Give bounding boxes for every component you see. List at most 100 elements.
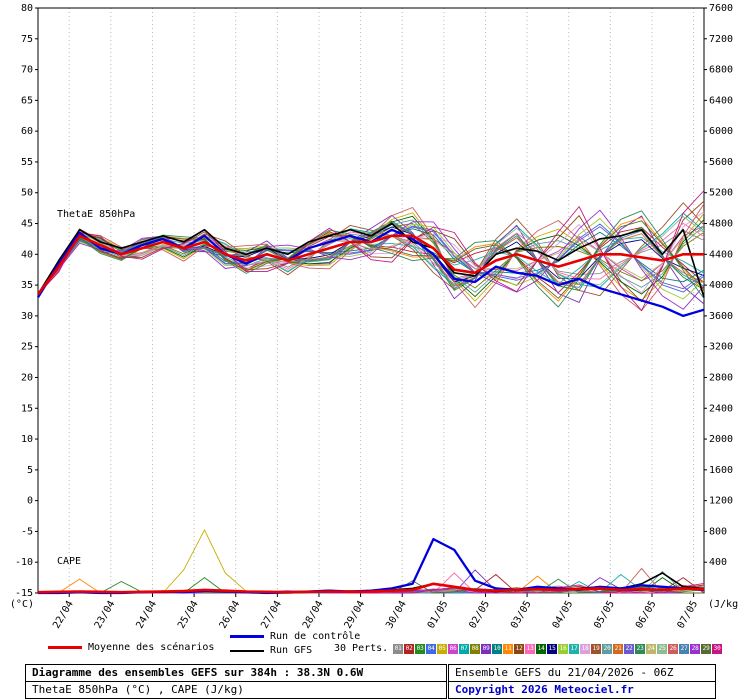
gridlines xyxy=(68,8,695,593)
pert-swatch-28: 28 xyxy=(690,643,701,654)
y-axis-left: -15 -10 -5 0 5 10 15 20 25 30 35 40 45 50 55 60 65 70 75 80… xyxy=(10,3,38,610)
svg-text:75: 75 xyxy=(21,34,33,45)
pert-swatch-06: 06 xyxy=(448,643,459,654)
svg-text:25: 25 xyxy=(21,342,33,353)
svg-text:2800: 2800 xyxy=(709,372,733,383)
pert-swatch-18: 18 xyxy=(580,643,591,654)
legend-mean-label: Moyenne des scénarios xyxy=(88,642,215,653)
legend-gfs: Run GFS xyxy=(230,645,312,656)
legend-perts-label: 30 Perts. xyxy=(334,643,389,654)
pert-swatch-07: 07 xyxy=(459,643,470,654)
pert-swatch-13: 13 xyxy=(525,643,536,654)
svg-text:28/04: 28/04 xyxy=(301,599,326,631)
svg-text:7200: 7200 xyxy=(709,34,733,45)
svg-text:5: 5 xyxy=(27,465,33,476)
svg-text:5200: 5200 xyxy=(709,188,733,199)
svg-text:40: 40 xyxy=(21,249,33,260)
svg-text:29/04: 29/04 xyxy=(343,599,368,631)
legend-perts: 30 Perts. 01 02 03 04 05 06 07 08 09 10 11 12 13 14 15… xyxy=(334,643,723,654)
pert-swatch-25: 25 xyxy=(657,643,668,654)
pert-swatch-16: 16 xyxy=(558,643,569,654)
pert-color-strip: 01 02 03 04 05 06 07 08 09 10 11 12 13 14 15 16 17 18 19 20… xyxy=(393,643,723,654)
svg-text:70: 70 xyxy=(21,65,33,76)
svg-text:1600: 1600 xyxy=(709,465,733,476)
legend-mean: Moyenne des scénarios xyxy=(48,642,214,653)
pert-swatch-20: 20 xyxy=(602,643,613,654)
ensemble-chart: -15 -10 -5 0 5 10 15 20 25 30 35 40 45 50 55 60 65 70 75 80… xyxy=(10,3,740,631)
pert-swatch-12: 12 xyxy=(514,643,525,654)
pert-swatch-23: 23 xyxy=(635,643,646,654)
pert-swatch-30: 30 xyxy=(712,643,723,654)
svg-text:2000: 2000 xyxy=(709,434,733,445)
pert-swatch-24: 24 xyxy=(646,643,657,654)
svg-text:24/04: 24/04 xyxy=(134,599,159,631)
footer-run-box: Ensemble GEFS du 21/04/2026 - 06Z Copyri… xyxy=(448,664,716,699)
svg-text:23/04: 23/04 xyxy=(93,599,118,631)
main-series xyxy=(36,222,705,595)
thetae-plot-label: ThetaE 850hPa xyxy=(57,209,136,220)
legend-control: Run de contrôle xyxy=(230,631,360,642)
svg-text:0: 0 xyxy=(27,496,33,507)
svg-text:05/05: 05/05 xyxy=(592,599,617,631)
copyright: Copyright 2026 Meteociel.fr xyxy=(449,681,715,698)
svg-text:-15: -15 xyxy=(15,588,33,599)
svg-text:4400: 4400 xyxy=(709,249,733,260)
pert-series xyxy=(37,190,705,594)
svg-text:45: 45 xyxy=(21,219,33,230)
svg-text:6400: 6400 xyxy=(709,95,733,106)
svg-text:22/04: 22/04 xyxy=(51,599,76,631)
svg-text:65: 65 xyxy=(21,95,33,106)
pert-swatch-02: 02 xyxy=(404,643,415,654)
svg-text:27/04: 27/04 xyxy=(259,599,284,631)
pert-swatch-22: 22 xyxy=(624,643,635,654)
pert-swatch-04: 04 xyxy=(426,643,437,654)
legend-control-label: Run de contrôle xyxy=(270,631,361,642)
svg-text:30/04: 30/04 xyxy=(384,599,409,631)
svg-text:4000: 4000 xyxy=(709,280,733,291)
diagram-subtitle: ThetaE 850hPa (°C) , CAPE (J/kg) xyxy=(26,681,446,698)
svg-text:5600: 5600 xyxy=(709,157,733,168)
pert-swatch-11: 11 xyxy=(503,643,514,654)
svg-text:07/05: 07/05 xyxy=(676,599,701,631)
svg-text:50: 50 xyxy=(21,188,33,199)
pert-swatch-26: 26 xyxy=(668,643,679,654)
svg-text:02/05: 02/05 xyxy=(467,599,492,631)
svg-text:26/04: 26/04 xyxy=(218,599,243,631)
control-line-swatch xyxy=(230,635,264,638)
y-left-unit: (°C) xyxy=(10,599,34,610)
pert-swatch-15: 15 xyxy=(547,643,558,654)
run-info: Ensemble GEFS du 21/04/2026 - 06Z xyxy=(455,666,674,679)
svg-text:4800: 4800 xyxy=(709,219,733,230)
svg-text:6000: 6000 xyxy=(709,126,733,137)
pert-swatch-17: 17 xyxy=(569,643,580,654)
svg-text:04/05: 04/05 xyxy=(551,599,576,631)
svg-text:10: 10 xyxy=(21,434,33,445)
y-right-unit: (J/kg) xyxy=(708,599,740,610)
diagram-title: Diagramme des ensembles GEFS sur 384h : … xyxy=(32,666,364,679)
mean-line-swatch xyxy=(48,646,82,649)
svg-text:06/05: 06/05 xyxy=(634,599,659,631)
svg-text:1200: 1200 xyxy=(709,496,733,507)
cape-plot-label: CAPE xyxy=(57,556,82,567)
svg-text:15: 15 xyxy=(21,403,33,414)
svg-text:35: 35 xyxy=(21,280,33,291)
pert-swatch-09: 09 xyxy=(481,643,492,654)
pert-swatch-10: 10 xyxy=(492,643,503,654)
svg-text:03/05: 03/05 xyxy=(509,599,534,631)
svg-text:01/05: 01/05 xyxy=(426,599,451,631)
svg-text:30: 30 xyxy=(21,311,33,322)
svg-text:25/04: 25/04 xyxy=(176,599,201,631)
svg-text:55: 55 xyxy=(21,157,33,168)
pert-swatch-19: 19 xyxy=(591,643,602,654)
svg-text:3600: 3600 xyxy=(709,311,733,322)
svg-text:-5: -5 xyxy=(21,526,33,537)
svg-text:6800: 6800 xyxy=(709,65,733,76)
pert-swatch-08: 08 xyxy=(470,643,481,654)
pert-swatch-03: 03 xyxy=(415,643,426,654)
svg-text:80: 80 xyxy=(21,3,33,14)
pert-swatch-05: 05 xyxy=(437,643,448,654)
svg-text:800: 800 xyxy=(709,526,727,537)
pert-swatch-29: 29 xyxy=(701,643,712,654)
footer-title-box: Diagramme des ensembles GEFS sur 384h : … xyxy=(25,664,447,699)
